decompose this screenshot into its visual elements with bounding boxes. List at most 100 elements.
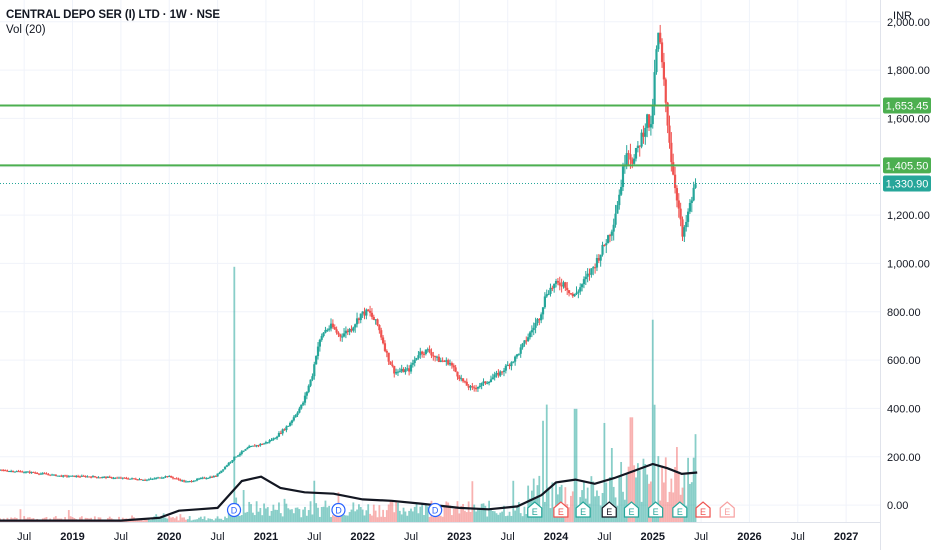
volume-bar (543, 501, 546, 522)
chart-legend: CENTRAL DEPO SER (I) LTD · 1W · NSE Vol … (6, 8, 220, 38)
candle-body (476, 386, 480, 389)
candle-body (564, 282, 567, 288)
volume-bar (547, 487, 550, 522)
candle-body (110, 477, 113, 479)
volume-bar (445, 501, 448, 522)
volume-bar (651, 319, 654, 522)
candle-body (640, 132, 643, 147)
candle-body (599, 254, 602, 261)
candle-body (367, 309, 370, 311)
candle-body (19, 471, 22, 473)
volume-bar (324, 500, 327, 522)
volume-bar (532, 478, 535, 522)
candle-body (406, 368, 409, 370)
volume-bar (318, 516, 321, 522)
earnings-marker-shape (623, 501, 640, 518)
candle-body (50, 474, 54, 476)
volume-bar (209, 518, 212, 522)
volume-bar (244, 512, 247, 522)
symbol-title[interactable]: CENTRAL DEPO SER (I) LTD · 1W · NSE (6, 9, 220, 21)
candle-body (145, 479, 149, 481)
candle-body (553, 283, 556, 289)
earnings-marker[interactable]: E (695, 501, 711, 518)
candle-body (67, 476, 70, 478)
candle-body (370, 312, 374, 317)
candle-body (160, 477, 163, 479)
volume-bar (207, 518, 210, 522)
volume-bar (590, 476, 593, 522)
candle-body (99, 477, 102, 479)
volume-bar (424, 504, 427, 522)
volume-bar (439, 515, 442, 522)
time-axis[interactable]: Jul 2019 Jul 2020 Jul 2021 Jul 2022 Jul 2023 Jul 20… (0, 522, 880, 550)
volume-bar (274, 509, 277, 522)
candle-body (248, 446, 251, 449)
volume-bar (231, 513, 234, 522)
candle-body (530, 330, 533, 333)
earnings-marker[interactable]: E (601, 501, 617, 518)
earnings-marker[interactable]: E (527, 501, 543, 518)
x-tick-label: 2026 (737, 531, 761, 543)
candle-body (166, 476, 169, 478)
volume-bar (519, 513, 522, 522)
candle-body (6, 470, 9, 472)
earnings-marker[interactable]: E (553, 501, 569, 518)
volume-bar (186, 519, 189, 522)
candle-body (679, 208, 682, 220)
volume-bar (551, 482, 554, 522)
price-label-badge[interactable] (883, 157, 931, 174)
earnings-marker[interactable]: E (575, 501, 591, 518)
candle-body (168, 476, 171, 478)
volume-indicator-label[interactable]: Vol (20) (6, 24, 46, 36)
dividend-marker[interactable]: D (226, 502, 242, 518)
earnings-marker-label: E (677, 507, 683, 517)
volume-bar (596, 490, 598, 522)
candle-body (454, 367, 457, 372)
x-tick-label: 2022 (350, 531, 374, 543)
candle-body (147, 479, 150, 481)
candle-body (4, 470, 7, 472)
candle-body (608, 235, 612, 237)
candle-body (101, 476, 104, 478)
volume-bar (393, 512, 396, 522)
earnings-marker[interactable]: E (672, 501, 688, 518)
candle-body (668, 125, 671, 143)
candle-body (417, 355, 420, 358)
candle-body (56, 475, 59, 477)
earnings-marker[interactable]: E (719, 501, 735, 518)
candle-body (186, 481, 189, 483)
volume-bar (183, 517, 186, 522)
volume-bars (0, 266, 697, 522)
volume-bar (304, 506, 306, 522)
volume-bar (291, 509, 293, 522)
volume-bar (523, 506, 526, 522)
candle-body (82, 475, 85, 477)
currency-label[interactable]: INR (893, 10, 912, 22)
candle-body (380, 330, 383, 338)
dividend-marker[interactable]: D (331, 502, 346, 518)
candle-body (463, 381, 467, 383)
dividend-marker[interactable]: D (428, 502, 443, 518)
candle-body (670, 142, 673, 163)
candle-body (114, 477, 117, 479)
candle-body (119, 477, 122, 479)
candle-body (318, 339, 321, 347)
price-scale[interactable]: 2,000.001,800.001,600.001,400.001,200.00… (880, 0, 932, 550)
volume-bar (408, 510, 411, 522)
candle-body (34, 472, 37, 474)
x-tick-label: Jul (114, 531, 128, 543)
candle-body (222, 469, 225, 471)
volume-bar (23, 516, 26, 522)
volume-bar (627, 466, 630, 522)
price-label-badge[interactable] (883, 97, 931, 114)
earnings-marker[interactable]: E (648, 501, 664, 518)
candle-body (560, 285, 563, 287)
price-label-badge[interactable] (883, 175, 931, 192)
price-label-text: 1,653.45 (886, 100, 929, 112)
candle-body (73, 475, 76, 477)
candle-body (558, 282, 561, 286)
candle-body (673, 174, 677, 189)
earnings-marker[interactable]: E (623, 501, 640, 518)
